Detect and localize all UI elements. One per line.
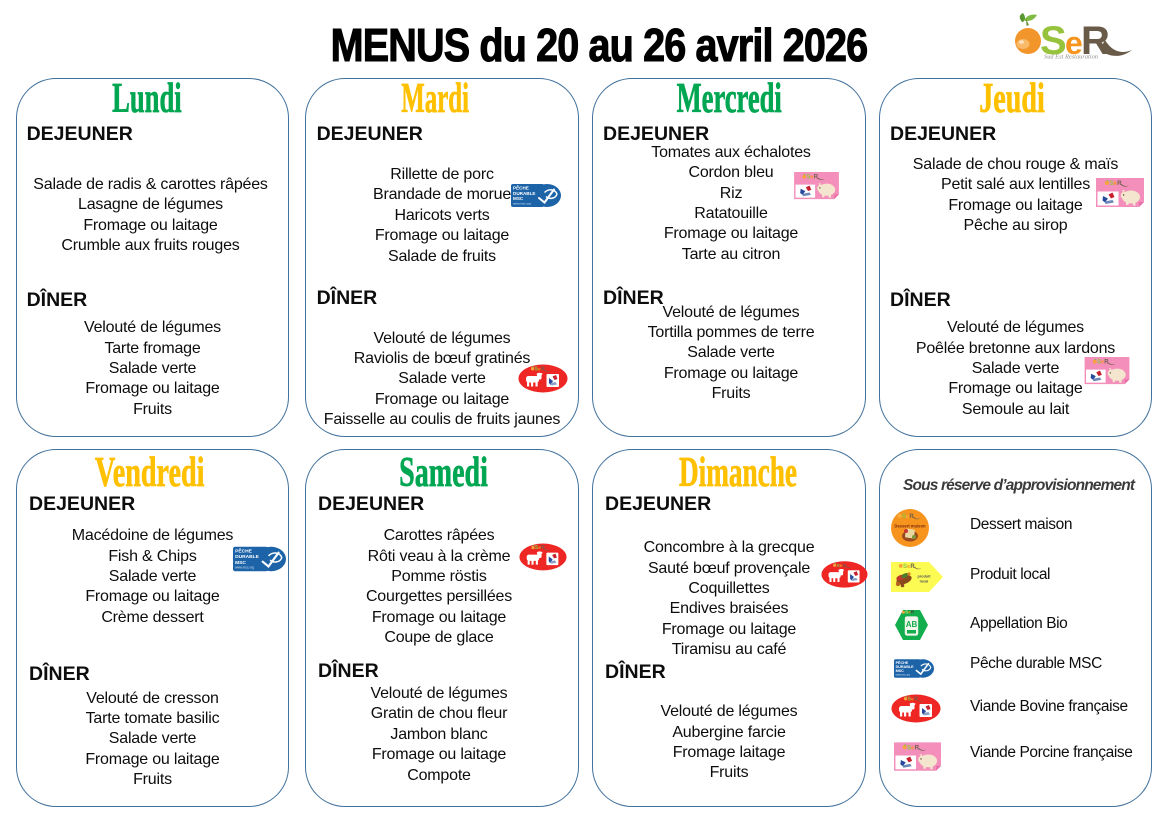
svg-text:R: R (541, 545, 545, 551)
svg-text:R: R (541, 366, 545, 372)
svg-text:R: R (814, 175, 819, 181)
svg-text:DURABLE: DURABLE (896, 665, 915, 669)
svg-text:S: S (903, 564, 907, 570)
svg-text:e: e (840, 563, 843, 568)
svg-text:www.msc.org: www.msc.org (896, 674, 911, 677)
svg-text:DURABLE: DURABLE (513, 191, 535, 196)
svg-text:R: R (909, 514, 914, 520)
svg-text:Dessert maison: Dessert maison (894, 524, 926, 529)
svg-text:e: e (1065, 25, 1083, 61)
svg-text:DURABLE: DURABLE (235, 554, 260, 560)
svg-text:e: e (907, 564, 910, 570)
svg-text:S: S (1109, 180, 1113, 187)
svg-text:MSC: MSC (513, 196, 524, 201)
svg-text:S: S (1097, 360, 1101, 366)
svg-text:S: S (905, 610, 908, 615)
svg-text:R: R (843, 563, 847, 569)
svg-text:S: S (535, 545, 539, 551)
svg-text:PÊCHE: PÊCHE (513, 184, 529, 191)
svg-text:S: S (907, 744, 911, 751)
svg-text:www.msc.org: www.msc.org (235, 566, 254, 570)
svg-text:R: R (915, 744, 920, 751)
svg-text:PÊCHE: PÊCHE (235, 547, 253, 555)
svg-text:e: e (906, 514, 909, 520)
svg-text:e: e (911, 697, 914, 702)
svg-text:S: S (1040, 19, 1067, 62)
svg-text:R: R (1117, 180, 1122, 187)
svg-text:Sud Est Restauration: Sud Est Restauration (1044, 54, 1098, 61)
svg-text:S: S (902, 514, 906, 520)
svg-text:www.msc.org: www.msc.org (513, 202, 531, 206)
svg-text:local: local (920, 580, 929, 584)
svg-text:S: S (837, 563, 841, 569)
svg-text:AB: AB (906, 620, 918, 629)
svg-text:R: R (911, 610, 915, 615)
svg-text:R: R (1104, 360, 1109, 366)
svg-text:R: R (910, 564, 915, 570)
svg-text:e: e (911, 745, 915, 751)
svg-text:S: S (908, 696, 912, 702)
svg-text:S: S (535, 366, 539, 372)
svg-text:e: e (538, 545, 541, 550)
svg-text:e: e (1114, 181, 1118, 187)
svg-text:e: e (538, 367, 541, 372)
svg-text:R: R (914, 696, 918, 702)
svg-text:produit: produit (917, 575, 931, 579)
svg-text:e: e (1101, 360, 1104, 366)
svg-text:e: e (810, 175, 813, 181)
svg-text:MSC: MSC (235, 560, 246, 566)
svg-text:e: e (908, 610, 911, 615)
svg-text:MSC: MSC (896, 669, 905, 673)
svg-text:PÊCHE: PÊCHE (896, 660, 909, 665)
svg-text:S: S (806, 175, 810, 181)
